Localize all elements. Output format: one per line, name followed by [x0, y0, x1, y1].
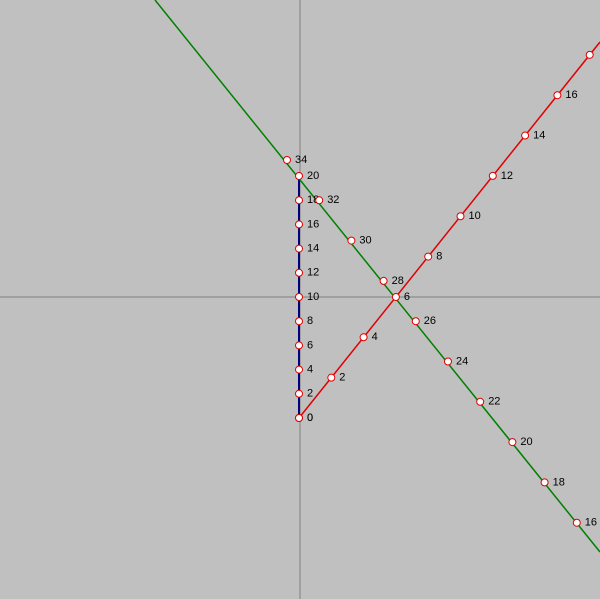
point	[379, 276, 388, 285]
plot-layer: 0246810121416182002468101214163432302826…	[154, 0, 600, 553]
point	[295, 317, 303, 326]
point	[444, 357, 452, 366]
point	[488, 171, 497, 180]
point-label: 0	[307, 412, 313, 424]
line-segment	[298, 41, 600, 419]
point-label: 28	[392, 275, 404, 287]
point-label: 6	[404, 291, 410, 303]
point-label: 20	[307, 170, 319, 182]
point	[283, 156, 291, 164]
point-label: 14	[307, 243, 319, 255]
point-label: 16	[585, 517, 597, 529]
point	[411, 317, 420, 326]
point	[540, 478, 549, 487]
point	[295, 268, 303, 277]
point	[295, 244, 303, 253]
point	[508, 438, 517, 447]
point	[327, 373, 336, 382]
point-label: 14	[533, 129, 545, 141]
point-label: 18	[553, 476, 565, 488]
point	[553, 91, 562, 100]
point	[295, 172, 303, 180]
line-segment	[154, 0, 600, 553]
point	[295, 414, 303, 422]
point-label: 2	[307, 388, 313, 400]
point-label: 22	[488, 396, 500, 408]
point-label: 24	[456, 355, 468, 367]
point	[521, 131, 530, 140]
point	[391, 292, 400, 301]
point-label: 10	[307, 291, 319, 303]
point-label: 8	[436, 251, 442, 263]
point	[315, 196, 324, 205]
point-label: 12	[501, 170, 513, 182]
point	[456, 212, 465, 221]
point	[585, 50, 594, 59]
point-label: 26	[424, 315, 436, 327]
point	[295, 293, 303, 301]
point-label: 16	[565, 89, 577, 101]
point-label: 18	[307, 194, 319, 206]
point-label: 8	[307, 315, 313, 327]
point-label: 34	[295, 154, 307, 166]
point-label: 30	[359, 235, 371, 247]
point	[359, 333, 368, 342]
point-label: 16	[307, 218, 319, 230]
point	[476, 397, 485, 406]
point	[295, 389, 303, 398]
point	[295, 196, 303, 205]
point-label: 32	[327, 194, 339, 206]
point	[424, 252, 433, 261]
point-label: 2	[339, 372, 345, 384]
point-label: 0	[307, 412, 313, 424]
point-label: 4	[307, 364, 313, 376]
point	[295, 341, 303, 350]
point	[295, 220, 303, 229]
point-label: 12	[307, 267, 319, 279]
point-label: 20	[520, 436, 532, 448]
point-label: 4	[372, 331, 378, 343]
point	[347, 236, 356, 245]
point	[572, 518, 581, 527]
point-label: 10	[469, 210, 481, 222]
point	[295, 365, 303, 374]
point-label: 6	[307, 339, 313, 351]
